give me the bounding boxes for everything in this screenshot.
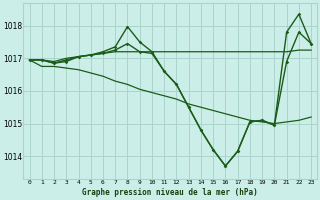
X-axis label: Graphe pression niveau de la mer (hPa): Graphe pression niveau de la mer (hPa) [83, 188, 258, 197]
